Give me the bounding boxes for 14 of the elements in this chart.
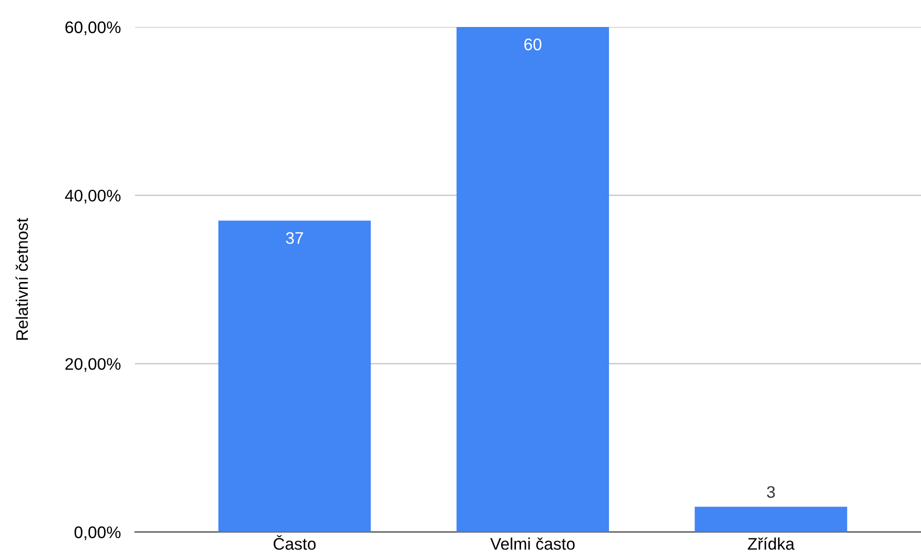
data-label: 60 xyxy=(524,38,542,50)
data-label: 37 xyxy=(286,232,304,244)
y-tick-label: 40,00% xyxy=(64,190,121,204)
x-tick-label: Velmi často xyxy=(490,538,575,550)
y-tick-label: 0,00% xyxy=(74,526,121,540)
y-tick-label: 20,00% xyxy=(65,358,121,372)
y-axis-title: Relativní četnost xyxy=(16,218,28,340)
bar xyxy=(694,506,848,532)
x-tick-label: Často xyxy=(274,535,316,550)
bar xyxy=(218,220,371,532)
y-tick-label: 60,00% xyxy=(65,21,121,36)
bar xyxy=(456,27,609,532)
x-tick-label: Zřídka xyxy=(748,537,795,550)
data-label: 3 xyxy=(766,486,775,498)
